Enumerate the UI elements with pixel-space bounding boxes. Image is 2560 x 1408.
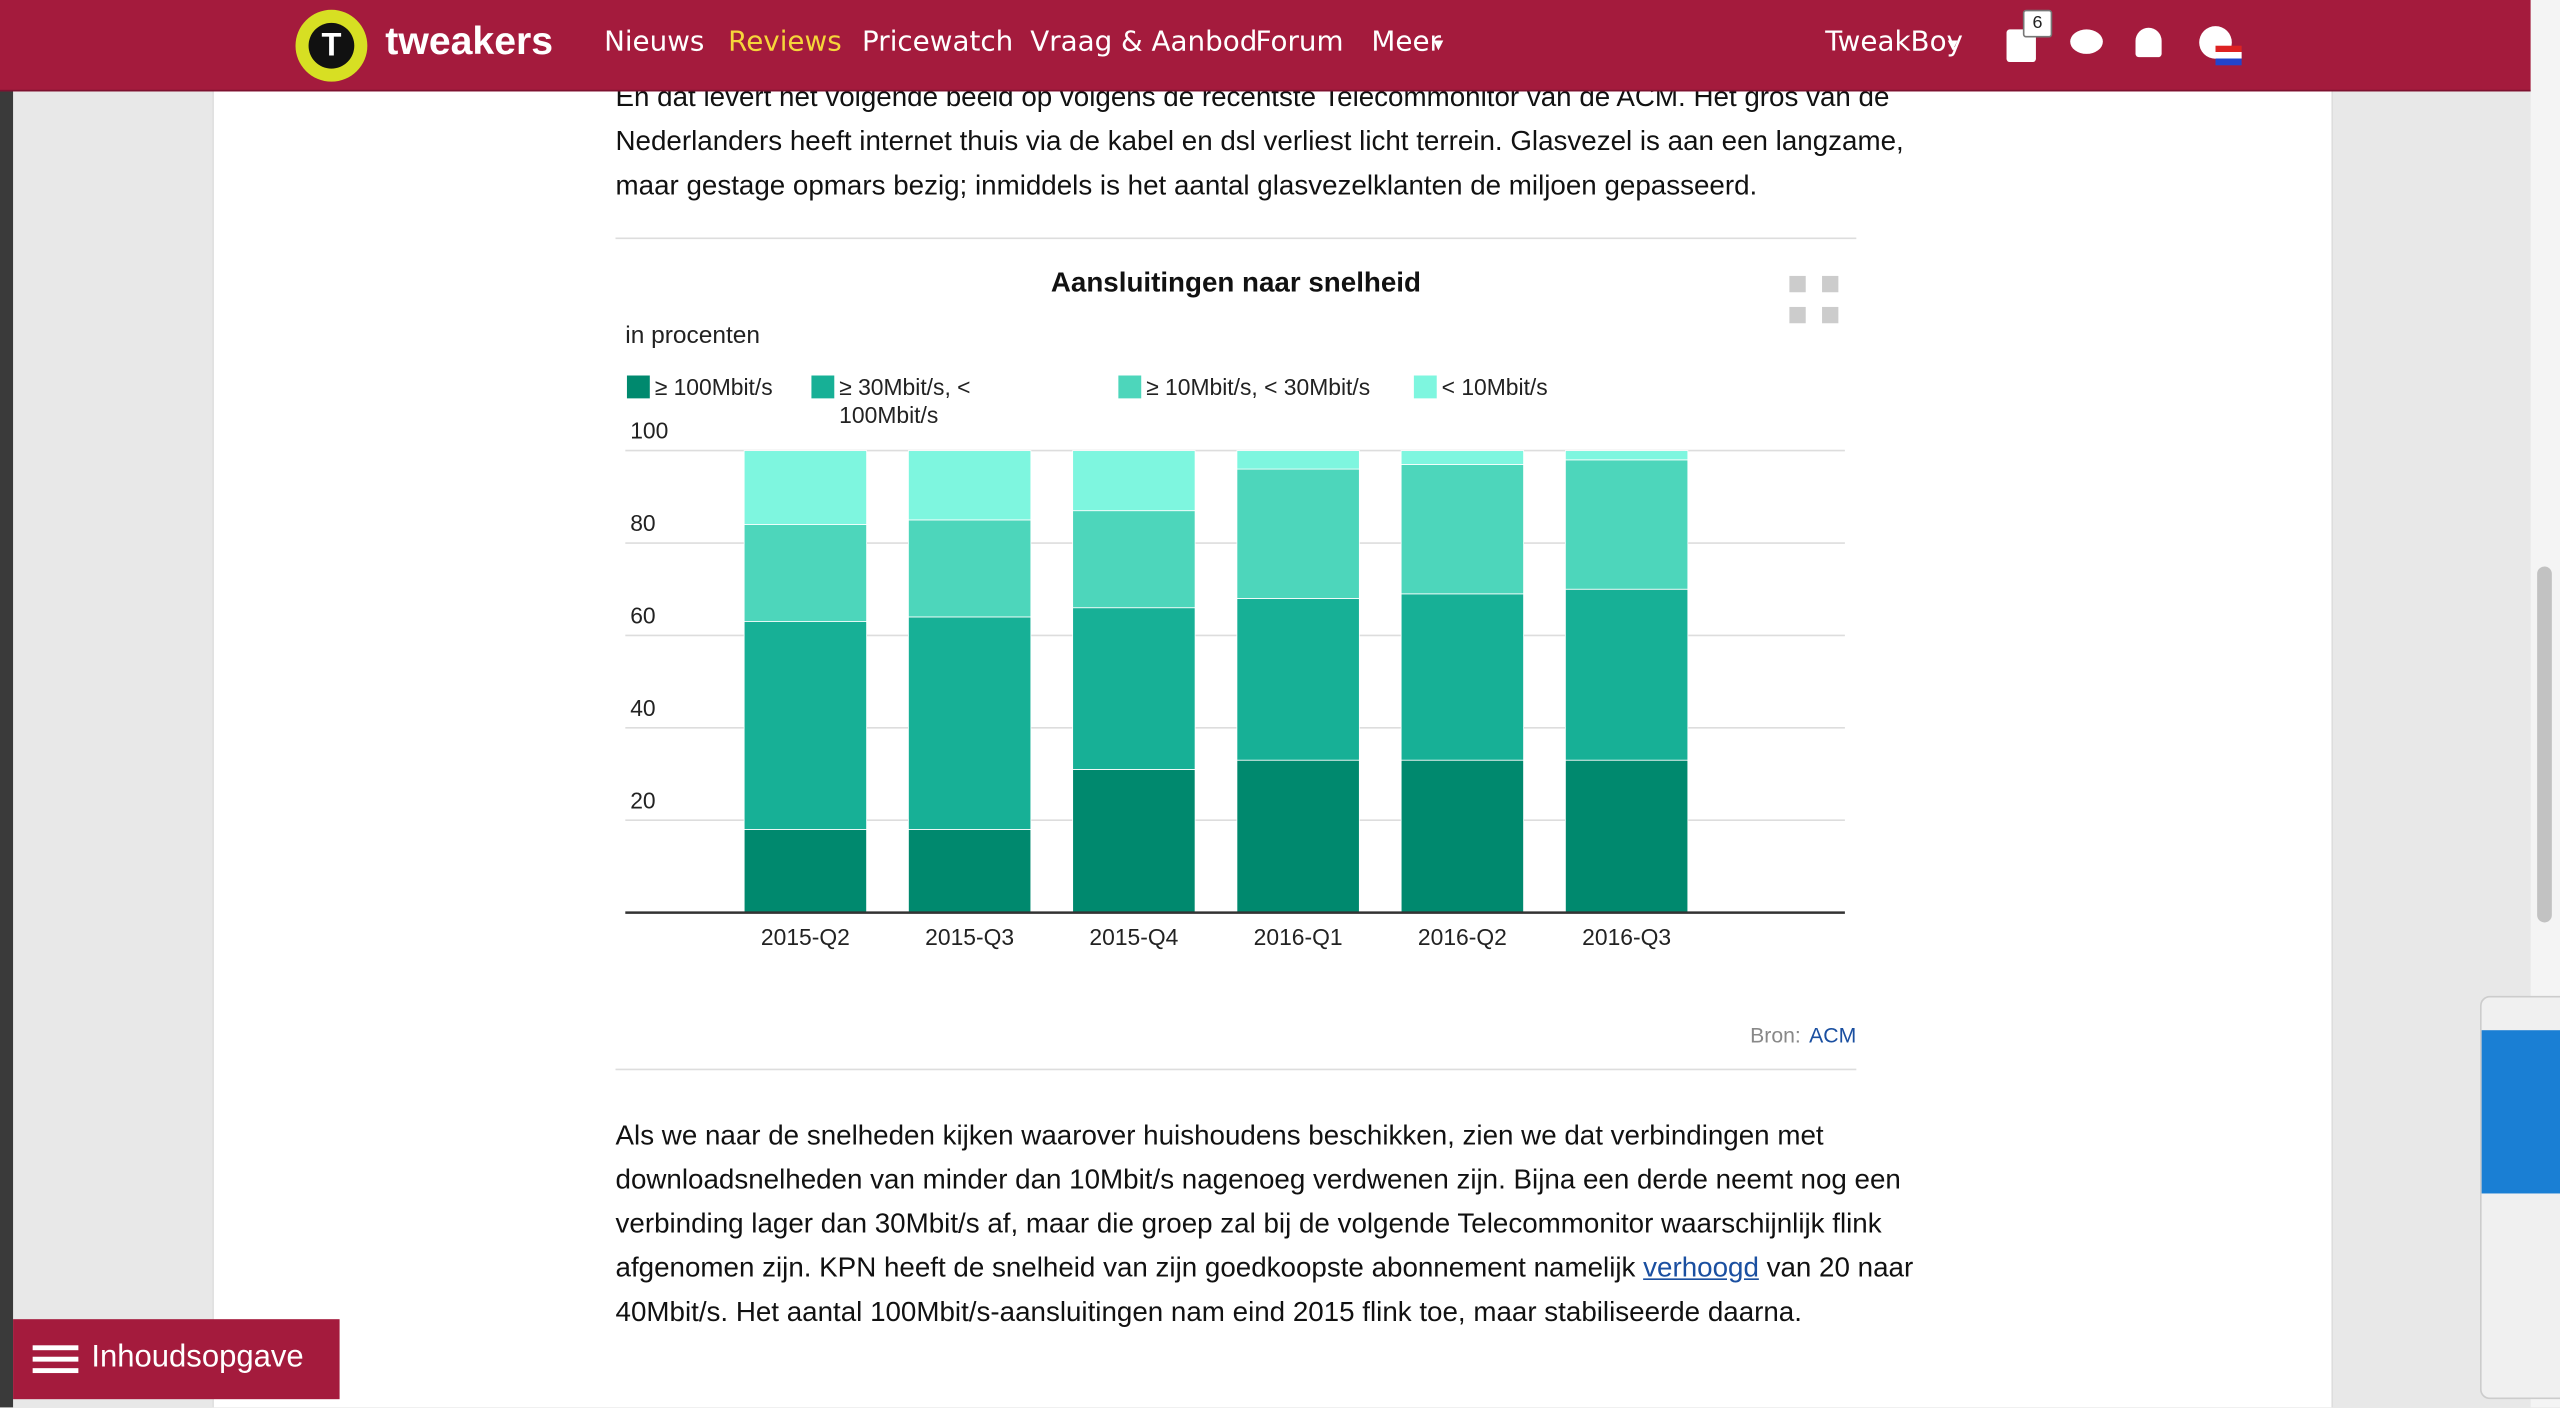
user-menu[interactable]: TweakBoy [1825, 26, 1963, 59]
nav-link[interactable]: Reviews [728, 26, 842, 59]
bar-segment [1400, 464, 1524, 595]
bar-segment [743, 450, 868, 525]
legend-swatch [1413, 375, 1437, 399]
toc-label: Inhoudsopgave [91, 1340, 304, 1375]
side-panel [2480, 995, 2560, 1400]
legend-label: ≥ 10Mbit/s, < 30Mbit/s [1146, 373, 1371, 400]
bar-segment [908, 616, 1032, 830]
x-tick-label: 2016-Q3 [1582, 924, 1671, 950]
legend-label: < 10Mbit/s [1441, 373, 1548, 400]
bar-segment [1072, 607, 1196, 770]
y-tick-label: 80 [630, 510, 655, 536]
x-tick-label: 2015-Q3 [925, 924, 1014, 950]
bar-segment [1072, 450, 1196, 512]
flag-icon[interactable] [2215, 45, 2242, 66]
bar-segment [743, 829, 868, 914]
y-tick-label: 40 [630, 695, 655, 721]
bar-segment [1072, 769, 1196, 914]
paragraph: Als we naar de snelheden kijken waarover… [616, 1113, 1938, 1333]
bar-segment [908, 829, 1032, 914]
nav-link[interactable]: Vraag & Aanbod [1030, 26, 1258, 59]
badge: 6 [2022, 9, 2053, 38]
bell-icon[interactable] [2135, 27, 2162, 58]
bar-segment [1564, 459, 1689, 590]
chart-title: Aansluitingen naar snelheid [1051, 266, 1421, 297]
navbar: T tweakers Nieuws Reviews Pricewatch Vra… [0, 0, 2531, 92]
bar-segment [743, 524, 868, 622]
chat-icon[interactable] [2070, 29, 2103, 54]
menu-icon [32, 1345, 79, 1351]
y-axis-label: in procenten [625, 322, 760, 349]
source-link[interactable]: ACM [1809, 1024, 1856, 1047]
bar-segment [1400, 759, 1524, 914]
x-tick-label: 2015-Q2 [761, 924, 850, 950]
legend-swatch [1118, 375, 1142, 399]
y-tick-label: 60 [630, 603, 655, 629]
text: Als we naar de snelheden kijken waarover… [615, 1120, 1901, 1284]
dropdown-caret: ▾ [1947, 32, 1958, 56]
legend-label: ≥ 30Mbit/s, < 100Mbit/s [839, 373, 971, 428]
nav-link[interactable]: Pricewatch [862, 26, 1014, 59]
nav-link[interactable]: Nieuws [604, 26, 705, 59]
bar-segment [1236, 759, 1360, 914]
link[interactable]: verhoogd [1643, 1252, 1759, 1284]
y-tick-label: 100 [630, 418, 668, 444]
scroll-thumb[interactable] [2537, 566, 2552, 923]
bar-segment [908, 450, 1032, 521]
legend-swatch [626, 375, 650, 399]
bar-segment [1236, 598, 1360, 761]
dropdown-caret: ▾ [1433, 32, 1444, 56]
bar-segment [1072, 510, 1196, 609]
x-tick-label: 2016-Q2 [1418, 924, 1507, 950]
bar-segment [743, 621, 868, 830]
source-label: Bron: [1750, 1024, 1801, 1047]
nav-link[interactable]: Forum [1255, 26, 1344, 59]
legend-label: ≥ 100Mbit/s [654, 373, 773, 400]
y-tick-label: 20 [630, 787, 655, 813]
panel-header [2481, 1030, 2560, 1194]
x-tick-label: 2016-Q1 [1254, 924, 1343, 950]
logo-icon[interactable]: T [295, 9, 368, 82]
left-edge [0, 0, 14, 1408]
bar-segment [1564, 450, 1689, 461]
x-tick-label: 2015-Q4 [1089, 924, 1178, 950]
legend-swatch [811, 375, 835, 399]
logo-text[interactable]: tweakers [385, 19, 554, 64]
bar-segment [1236, 450, 1360, 470]
expand-icon[interactable] [1789, 275, 1839, 324]
bar-segment [1564, 759, 1689, 914]
bar-segment [908, 519, 1032, 618]
bar-segment [1236, 468, 1360, 599]
nav-link[interactable]: Meer [1371, 26, 1441, 59]
text: van 20 naar 40Mbit/s. Het aantal 100Mbit… [615, 1252, 1914, 1328]
bar-segment [1564, 588, 1689, 761]
bar-segment [1400, 450, 1524, 465]
bar-segment [1400, 593, 1524, 761]
toc-button[interactable]: Inhoudsopgave [13, 1319, 340, 1400]
